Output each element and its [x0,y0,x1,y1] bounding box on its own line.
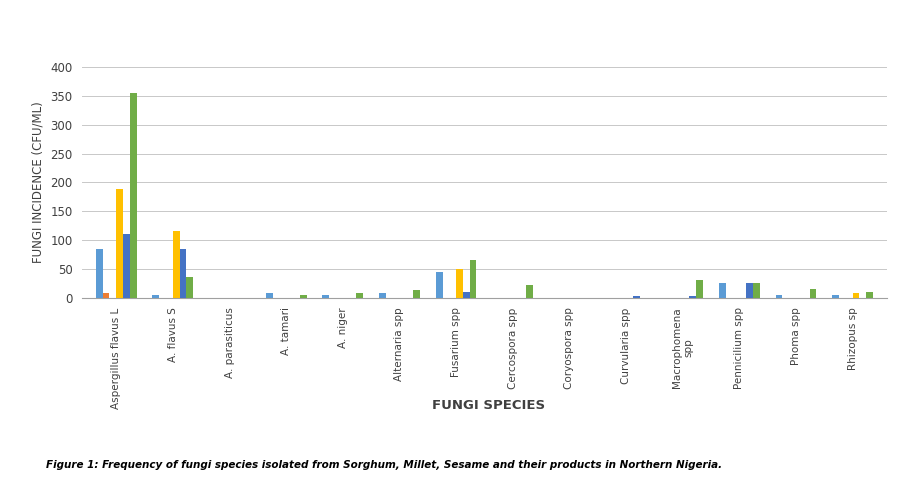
Bar [130,93,136,298]
Bar [753,283,760,298]
Bar [632,297,640,298]
Bar [102,293,110,298]
Bar [462,292,470,298]
Y-axis label: FUNGI INCIDENCE (CFU/ML): FUNGI INCIDENCE (CFU/ML) [32,102,45,263]
Bar [153,295,159,298]
Bar [116,189,123,298]
Bar [436,272,442,298]
Bar [746,283,753,298]
Bar [776,295,782,298]
Bar [300,295,306,298]
Bar [853,293,859,298]
Bar [356,293,363,298]
Bar [180,249,186,298]
Bar [470,260,476,298]
Bar [689,296,696,298]
Bar [186,277,193,298]
Bar [810,289,816,298]
Bar [696,280,703,298]
Bar [266,293,272,298]
Bar [96,249,102,298]
Bar [379,293,386,298]
Text: FUNGI SPECIES: FUNGI SPECIES [432,399,546,412]
Bar [719,283,726,298]
Bar [456,269,462,298]
Bar [323,295,329,298]
Bar [173,231,180,298]
Bar [866,292,873,298]
Bar [833,295,839,298]
Bar [526,285,533,298]
Bar [123,234,130,298]
Bar [413,290,420,298]
Text: Figure 1: Frequency of fungi species isolated from Sorghum, Millet, Sesame and t: Figure 1: Frequency of fungi species iso… [46,460,722,470]
